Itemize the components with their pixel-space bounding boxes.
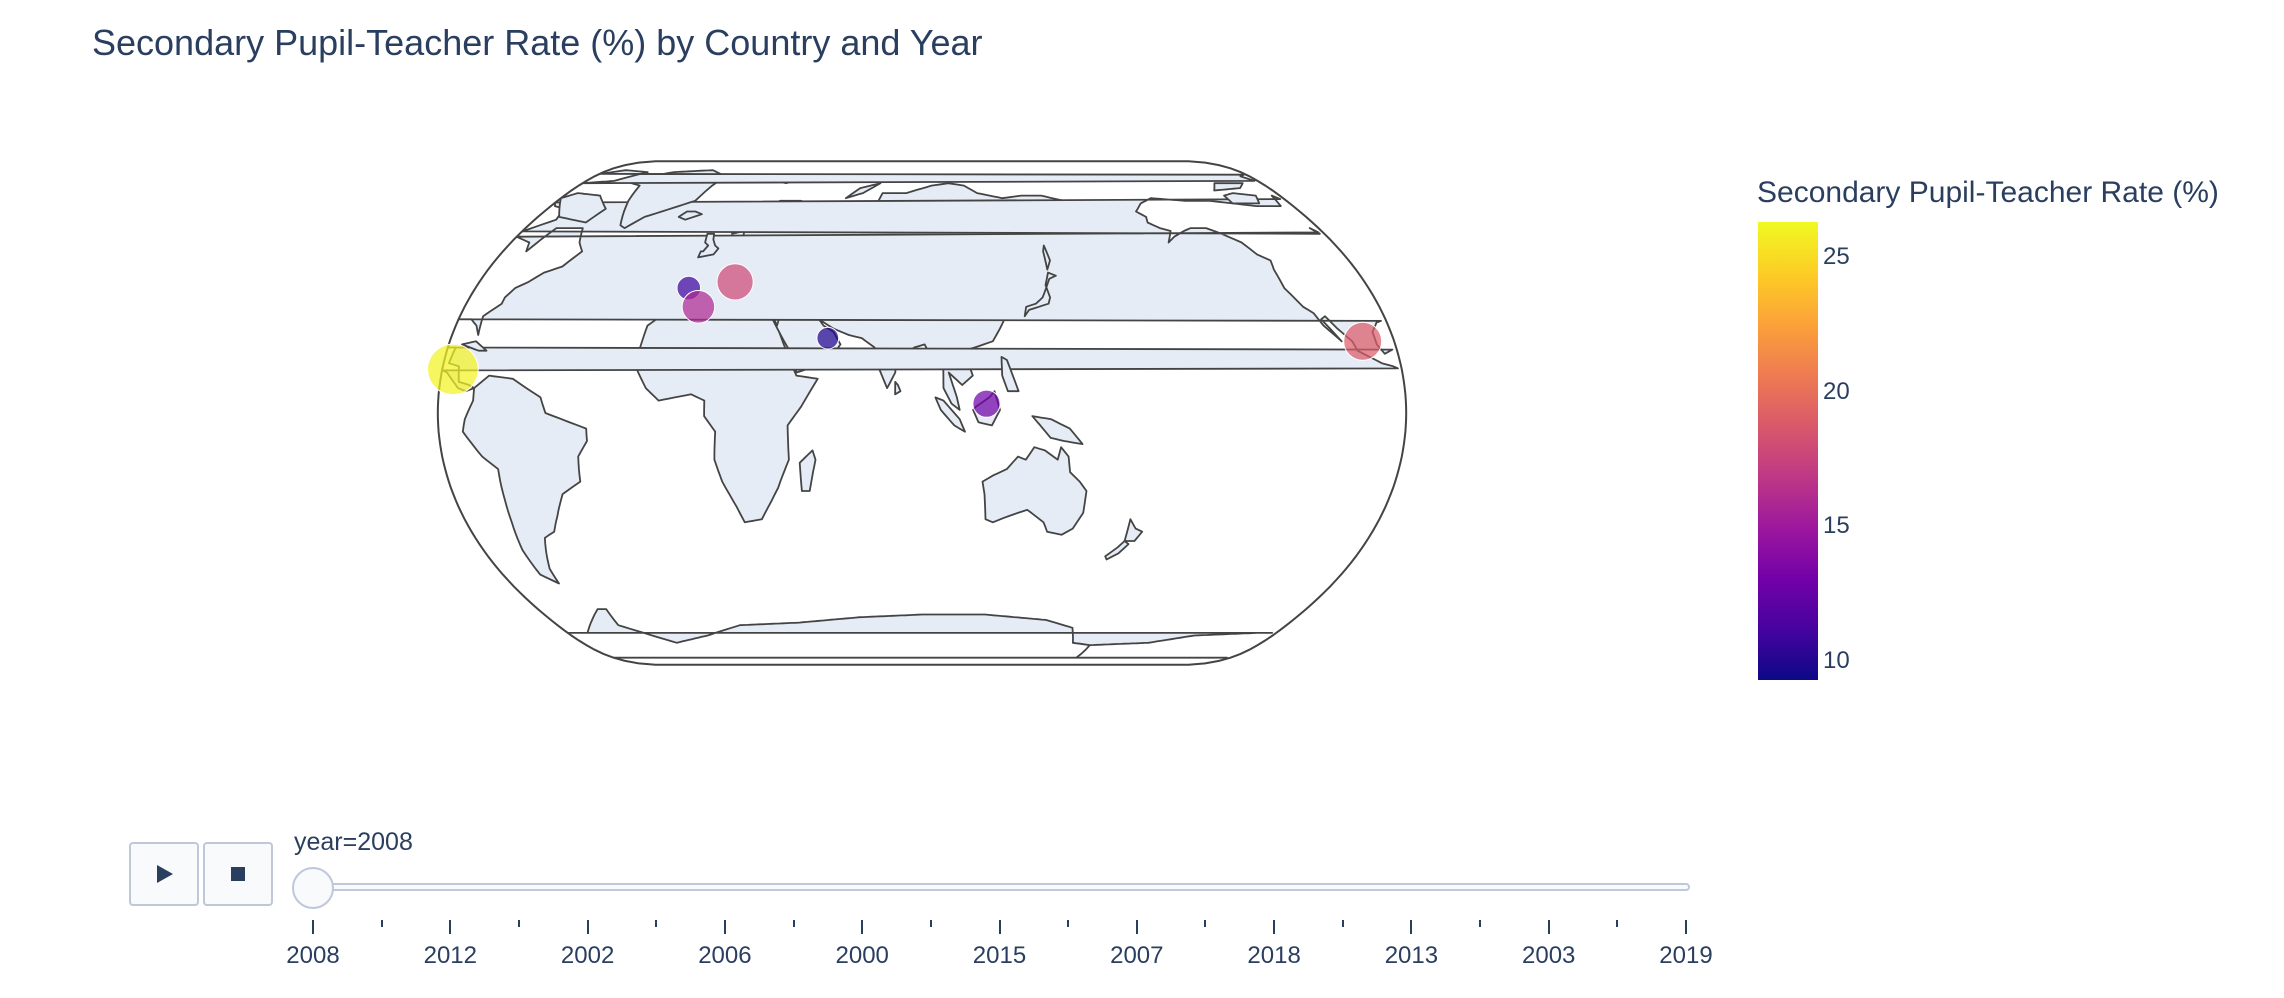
slider-step-label[interactable]: 2000 — [835, 942, 889, 969]
slider-minor-tick — [1616, 920, 1619, 927]
marker-layer — [427, 263, 1383, 418]
slider-current-value: year=2008 — [294, 828, 413, 856]
land-new-zealand — [1123, 518, 1144, 542]
land-australia — [981, 446, 1088, 536]
slider-step-label[interactable]: 2012 — [423, 942, 477, 969]
land-layer — [442, 169, 1399, 659]
map-marker[interactable] — [1343, 321, 1383, 361]
slider-step-label[interactable]: 2006 — [698, 942, 752, 969]
land-south-america — [461, 374, 588, 585]
land-sakhalin — [1042, 244, 1051, 271]
land-iceland — [677, 210, 703, 221]
play-icon — [157, 865, 173, 883]
colorbar-title: Secondary Pupil-Teacher Rate (%) — [1757, 176, 2219, 209]
land-baffin — [558, 192, 607, 224]
slider-tick — [586, 920, 589, 934]
land-ellesmere — [581, 169, 1256, 185]
colorbar-tick-label: 10 — [1823, 647, 1850, 675]
map-marker[interactable] — [427, 343, 479, 396]
slider-step-label[interactable]: 2013 — [1384, 942, 1439, 969]
slider-tick — [1685, 920, 1687, 934]
slider-minor-tick — [1341, 920, 1344, 927]
slider-step-label[interactable]: 2015 — [972, 942, 1027, 969]
colorbar-tick-label: 25 — [1823, 243, 1850, 271]
map-marker[interactable] — [816, 326, 840, 350]
chart-title: Secondary Pupil-Teacher Rate (%) by Coun… — [92, 22, 983, 63]
land-greenland — [619, 169, 727, 229]
play-button[interactable] — [129, 842, 199, 906]
slider-handle[interactable] — [292, 867, 334, 909]
slider-tick — [1410, 920, 1413, 934]
land-cuba — [461, 340, 488, 352]
slider-minor-tick — [380, 920, 383, 927]
slider-minor-tick — [517, 920, 520, 927]
colorbar-tick-label: 20 — [1823, 377, 1850, 405]
slider-step-label[interactable]: 2008 — [286, 942, 340, 969]
slider-step-label[interactable]: 2002 — [560, 942, 615, 969]
slider-tick — [1135, 920, 1138, 934]
slider-minor-tick — [655, 920, 658, 927]
land-sri-lanka — [894, 381, 902, 396]
stop-button[interactable] — [203, 842, 273, 906]
land-madagascar — [798, 449, 817, 492]
stop-icon — [231, 867, 245, 881]
land-japan — [1023, 271, 1057, 318]
colorbar — [1758, 222, 1818, 680]
slider-step-label[interactable]: 2018 — [1247, 942, 1301, 969]
slider-step-label[interactable]: 2007 — [1110, 942, 1164, 969]
slider-rail[interactable] — [302, 883, 1690, 891]
land-nz-south — [1104, 540, 1130, 561]
land-antarctica — [566, 608, 1274, 659]
land-novaya-zemlya — [844, 182, 882, 200]
slider-tick — [998, 920, 1001, 934]
slider-tick — [449, 920, 452, 934]
land-philippines — [1000, 356, 1020, 393]
slider-tick — [861, 920, 864, 934]
map-marker[interactable] — [716, 263, 754, 301]
slider-tick — [312, 920, 314, 934]
land-britain — [697, 232, 720, 259]
land-sumatra — [934, 396, 966, 433]
slider-minor-tick — [792, 920, 795, 927]
slider-tick — [1547, 920, 1550, 934]
slider-minor-tick — [1067, 920, 1070, 927]
land-victoria-island — [1223, 192, 1261, 205]
land-arctic-islands — [1213, 182, 1244, 192]
land-new-guinea — [1031, 415, 1084, 445]
slider-tick — [1273, 920, 1276, 934]
slider-minor-tick — [1204, 920, 1207, 927]
slider-step-label[interactable]: 2003 — [1521, 942, 1576, 969]
land-north-america — [442, 194, 1399, 393]
colorbar-tick-label: 15 — [1823, 512, 1850, 540]
slider-minor-tick — [1479, 920, 1482, 927]
map-marker[interactable] — [681, 290, 716, 324]
slider-minor-tick — [929, 920, 932, 927]
slider-tick — [723, 920, 726, 934]
slider-step-label[interactable]: 2019 — [1659, 942, 1713, 969]
map-marker[interactable] — [972, 389, 1001, 418]
